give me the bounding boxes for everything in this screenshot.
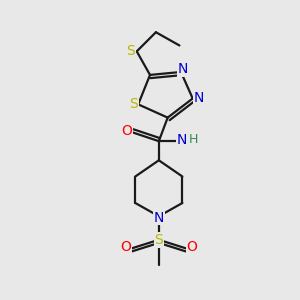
Text: S: S <box>129 98 138 111</box>
Text: O: O <box>187 240 197 254</box>
Text: O: O <box>122 124 133 138</box>
Text: N: N <box>154 211 164 225</box>
Text: N: N <box>177 62 188 76</box>
Text: S: S <box>127 44 135 58</box>
Text: N: N <box>194 92 204 106</box>
Text: H: H <box>189 133 198 146</box>
Text: N: N <box>176 133 187 147</box>
Text: S: S <box>154 233 163 247</box>
Text: O: O <box>120 240 131 254</box>
